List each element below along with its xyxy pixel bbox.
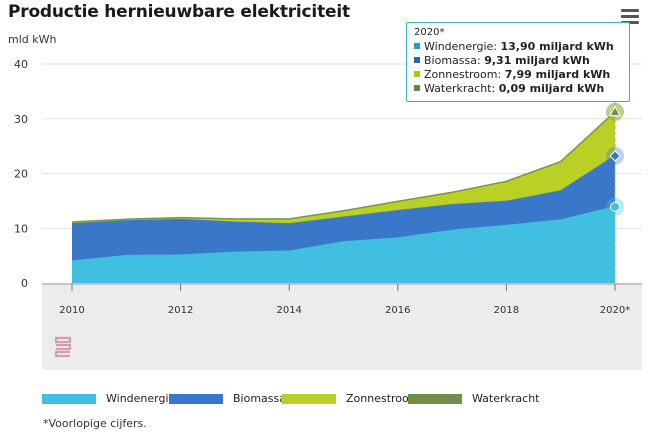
- area-windenergie: [72, 206, 615, 283]
- legend-swatch: [42, 394, 96, 404]
- y-tick-label: 10: [14, 222, 28, 235]
- x-tick-label: 2020*: [600, 305, 630, 316]
- tooltip-value: 7,99 miljard kWh: [504, 68, 611, 81]
- chart-legend: Windenergie Biomassa Zonnestroom Waterkrach…: [42, 391, 642, 407]
- x-tick-label: 2016: [385, 305, 410, 316]
- tooltip-label: Waterkracht:: [424, 82, 499, 95]
- marker-biomassa: [609, 150, 621, 162]
- tooltip-swatch: [414, 43, 420, 49]
- legend-swatch: [282, 394, 336, 404]
- legend-swatch: [169, 394, 223, 404]
- tooltip-row: Biomassa: 9,31 miljard kWh: [414, 54, 622, 68]
- legend-label: Biomassa: [233, 392, 286, 405]
- chart-title: Productie hernieuwbare elektriciteit: [8, 2, 350, 22]
- x-axis-panel: [42, 285, 642, 370]
- tooltip-row: Zonnestroom: 7,99 miljard kWh: [414, 68, 622, 82]
- marker-windenergie: [610, 201, 620, 212]
- x-tick-label: 2012: [168, 305, 193, 316]
- line-windenergie: [71, 206, 616, 262]
- tooltip-label: Zonnestroom:: [424, 68, 505, 81]
- tooltip-header: 2020*: [414, 27, 445, 38]
- y-tick-label: 20: [14, 168, 28, 181]
- legend-label: Zonnestroom: [346, 392, 420, 405]
- tooltip-row: Windenergie: 13,90 miljard kWh: [414, 40, 622, 54]
- area-zonnestroom: [72, 112, 615, 224]
- footnote: *Voorlopige cijfers.: [43, 417, 147, 430]
- legend-label: Waterkracht: [472, 392, 540, 405]
- line-biomassa: [71, 155, 616, 225]
- x-tick-label: 2010: [59, 305, 84, 316]
- y-tick-label: 30: [14, 113, 28, 126]
- legend-swatch: [408, 394, 462, 404]
- hamburger-menu-icon[interactable]: [617, 6, 643, 28]
- tooltip-label: Windenergie:: [424, 40, 501, 53]
- y-tick-label: 0: [21, 277, 28, 290]
- tooltip-row: Waterkracht: 0,09 miljard kWh: [414, 82, 622, 96]
- y-tick-label: 40: [14, 58, 28, 71]
- tooltip-swatch: [414, 71, 420, 77]
- y-axis-unit-label: mld kWh: [8, 33, 57, 46]
- tooltip-swatch: [414, 85, 420, 91]
- tooltip-value: 13,90 miljard kWh: [500, 40, 614, 53]
- area-biomassa: [72, 155, 615, 262]
- tooltip-value: 0,09 miljard kWh: [498, 82, 605, 95]
- tooltip-value: 9,31 miljard kWh: [484, 54, 590, 67]
- line-waterkracht: [71, 111, 616, 223]
- tooltip-label: Biomassa:: [424, 54, 485, 67]
- x-tick-label: 2014: [276, 305, 301, 316]
- x-tick-label: 2018: [494, 305, 519, 316]
- cbs-logo: [53, 336, 73, 362]
- tooltip-swatch: [414, 57, 420, 63]
- legend-label: Windenergie: [106, 392, 176, 405]
- data-tooltip: 2020* Windenergie: 13,90 miljard kWh Biom…: [406, 22, 630, 102]
- marker-waterkracht: [609, 105, 621, 117]
